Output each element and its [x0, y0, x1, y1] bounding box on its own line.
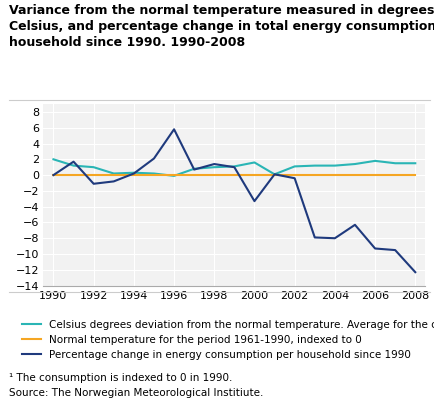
Text: Source: The Norwegian Meteorological Institiute.: Source: The Norwegian Meteorological Ins… — [9, 388, 263, 399]
Legend: Celsius degrees deviation from the normal temperature. Average for the country, : Celsius degrees deviation from the norma… — [22, 320, 434, 360]
Text: Variance from the normal temperature measured in degrees
Celsius, and percentage: Variance from the normal temperature mea… — [9, 4, 434, 49]
Text: ¹ The consumption is indexed to 0 in 1990.: ¹ The consumption is indexed to 0 in 199… — [9, 373, 232, 384]
